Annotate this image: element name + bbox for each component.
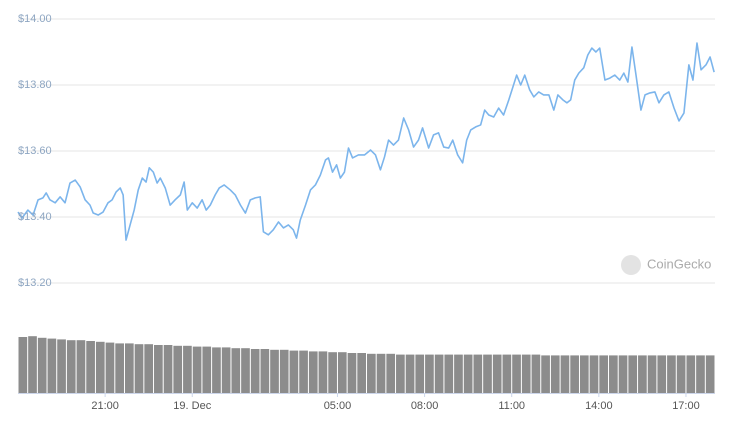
volume-bar [124,343,134,393]
volume-bar [705,355,715,393]
volume-bar [241,348,250,393]
volume-bar [386,353,396,393]
volume-bar [638,355,647,393]
watermark-logo [621,255,641,275]
volume-bar [318,351,328,393]
volume-bar [308,351,318,393]
x-tick-label: 11:00 [498,400,525,412]
volume-bar [434,354,444,393]
y-tick-label: $14.00 [18,13,52,25]
volume-bar [299,350,308,393]
volume-bar [541,355,550,393]
volume-bar [444,354,454,393]
volume-bar [86,341,95,393]
volume-bar [134,344,144,393]
volume-bar [550,355,560,393]
volume-bar [531,354,541,393]
volume-bar [521,354,531,393]
plot: 21:00 19. Dec 05:00 08:00 11:00 14:00 17:00 $14… [17,13,715,412]
volume-bar [163,345,173,393]
volume-bar [357,353,366,393]
y-tick-label: $13.80 [18,79,52,91]
x-tick-label: 14:00 [585,400,613,412]
volume-bar [609,355,618,393]
volume-bar [492,354,502,393]
x-tick-label: 08:00 [411,400,439,412]
price-line [17,42,715,241]
volume-bar [57,339,66,393]
volume-bar [289,350,299,393]
volume-bar [618,355,628,393]
volume-bar [589,355,599,393]
volume-bar [657,355,667,393]
volume-bar [154,345,163,393]
volume-bar [231,348,241,393]
volume-bar [367,353,376,393]
volume-bar [183,345,192,393]
volume-bar [415,354,425,393]
volume-bar [144,344,154,393]
volume-bar [260,349,270,393]
x-tick-label: 21:00 [91,400,119,412]
volume-bar [328,352,337,393]
volume-bar [570,355,579,393]
volume-bar [173,345,183,393]
volume-bar [502,354,512,393]
volume-bar [212,347,221,393]
volume-bar [696,355,705,393]
x-tick-label: 17:00 [672,400,700,412]
volume-bar [202,346,212,393]
volume-bar [647,355,657,393]
volume-bar [337,352,347,393]
volume-bar [473,354,483,393]
volume-bar [425,354,434,393]
volume-bar [599,355,609,393]
y-tick-label: $13.60 [18,145,52,157]
volume-bar [47,338,57,393]
volume-bar [454,354,463,393]
volume-bar [579,355,589,393]
volume-bar [512,354,521,393]
volume-bar [250,349,260,393]
y-tick-label: $13.20 [18,277,52,289]
volume-bar [396,354,405,393]
volume-bar [76,340,86,393]
volume-bar [686,355,696,393]
x-tick-label: 19. Dec [173,400,211,412]
volume-bar [18,337,28,393]
y-tick-label: $13.40 [18,211,52,223]
volume-bar [66,340,76,393]
volume-bar [192,346,202,393]
volume-bar [221,347,231,393]
volume-bar [628,355,638,393]
volume-bar [115,343,124,393]
volume-bar [95,341,105,393]
watermark: CoinGecko [647,256,711,271]
volume-bar [270,349,279,393]
volume-bar [28,336,37,393]
volume-bar [667,355,676,393]
volume-bar [676,355,686,393]
volume-bar [279,349,289,393]
volume-bar [560,355,570,393]
volume-bar [37,337,47,393]
volume-bar [376,353,386,393]
x-tick-label: 05:00 [324,400,352,412]
volume-bar [105,342,115,393]
volume-bar [347,353,357,393]
volume-bar [405,354,415,393]
volume-bar [463,354,473,393]
volume-bar [483,354,492,393]
